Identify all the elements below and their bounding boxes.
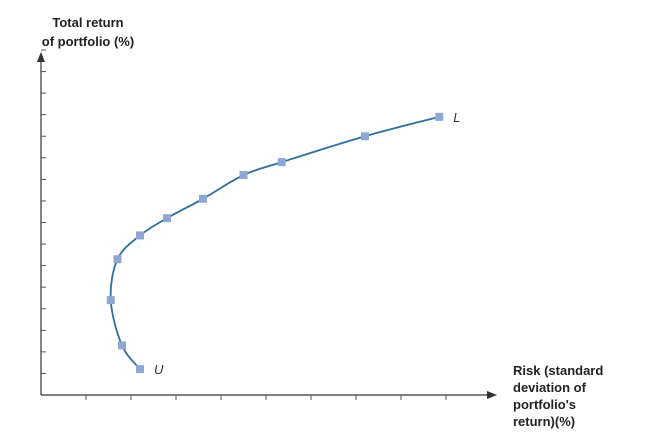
y-axis-label-line-2: of portfolio (%) [41, 34, 135, 49]
data-point-marker [199, 194, 207, 203]
axis-ticks [41, 49, 447, 400]
data-point-marker [163, 214, 171, 223]
data-point-marker [136, 231, 144, 240]
y-axis-arrow [37, 52, 45, 62]
y-axis-label: Total return of portfolio (%) [8, 13, 168, 51]
x-axis-label-line-3: portfolio's [513, 397, 577, 412]
x-axis-arrow [487, 391, 497, 399]
series-layer [106, 112, 444, 374]
point-label: U [154, 362, 164, 377]
data-point-marker [239, 171, 248, 180]
data-point-marker [113, 255, 122, 264]
y-axis-label-line-1: Total return [52, 15, 124, 30]
x-axis-label-line-4: return)(%) [513, 414, 576, 429]
data-point-marker [118, 341, 126, 350]
data-point-marker [136, 365, 144, 374]
x-axis-label-line-2: deviation of [513, 380, 586, 395]
data-point-marker [361, 132, 369, 141]
x-axis-label: Risk (standard deviation of portfolio's … [513, 362, 643, 430]
axes [37, 52, 497, 399]
point-label: L [453, 110, 460, 125]
series-line [109, 115, 440, 370]
point-labels: UL [154, 110, 460, 377]
x-axis-label-line-1: Risk (standard [513, 363, 604, 378]
data-point-marker [435, 112, 444, 121]
data-point-marker [106, 296, 115, 305]
data-point-marker [277, 158, 286, 167]
